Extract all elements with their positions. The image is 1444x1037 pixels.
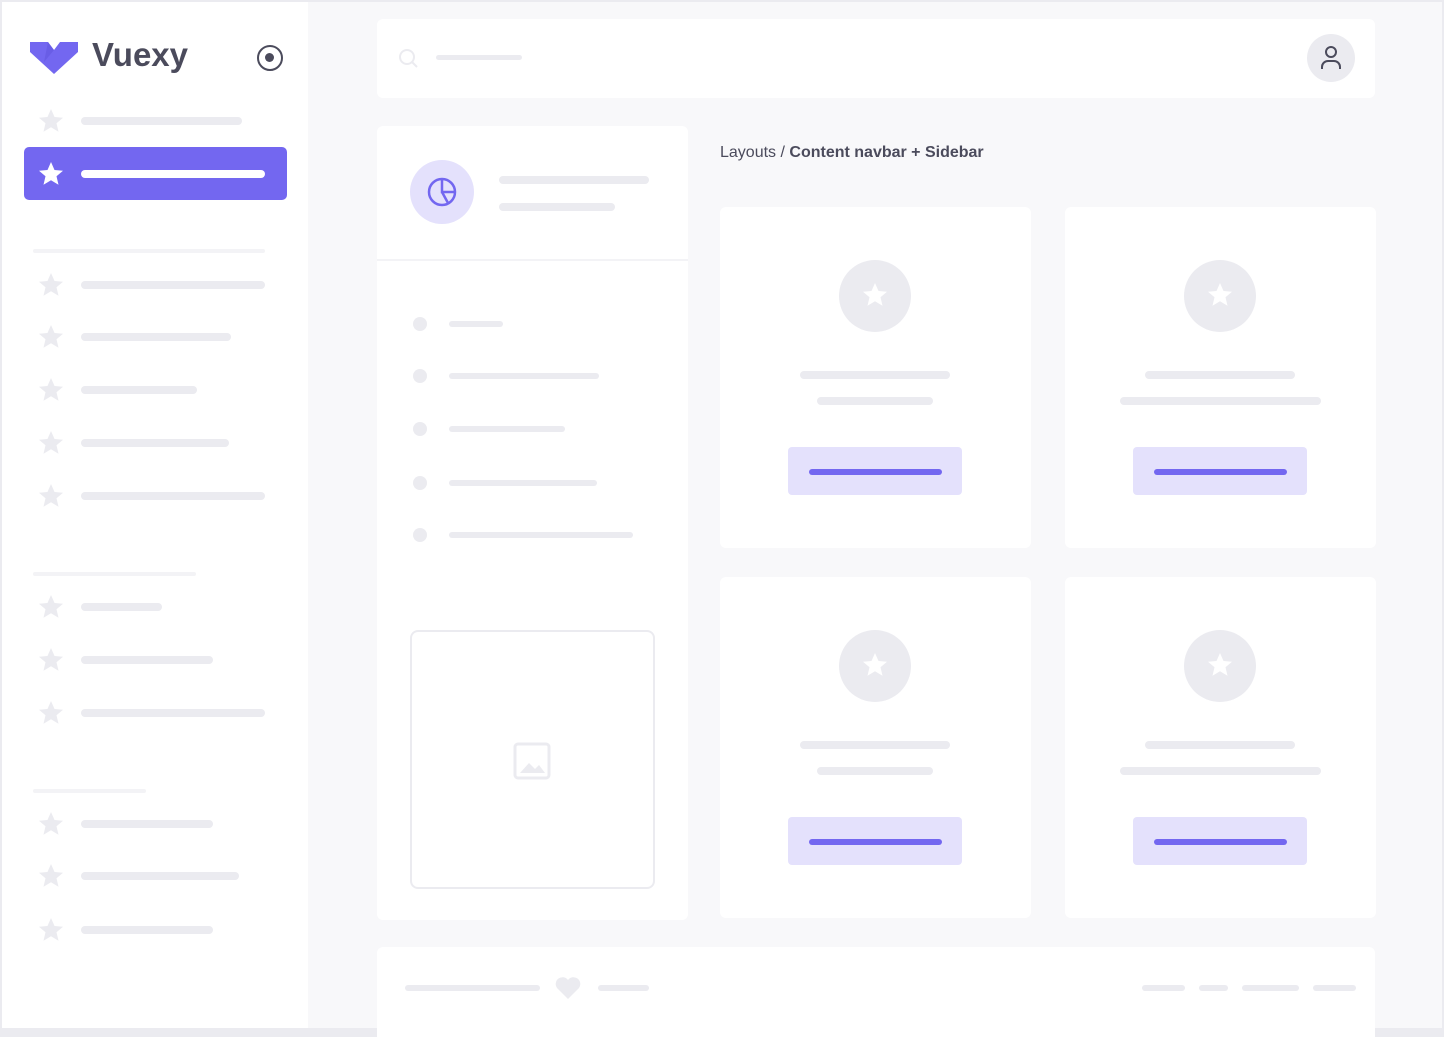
star-icon bbox=[39, 109, 63, 132]
sidebar-item-label-skeleton bbox=[81, 709, 265, 717]
star-icon bbox=[1208, 653, 1232, 676]
image-icon bbox=[513, 742, 551, 780]
footer bbox=[377, 947, 1375, 1037]
card-action-button[interactable] bbox=[1133, 817, 1307, 865]
star-icon bbox=[1208, 283, 1232, 306]
sidebar-section-divider bbox=[33, 789, 146, 793]
vuexy-logo-icon bbox=[30, 42, 78, 74]
sidebar-section-divider bbox=[33, 572, 196, 576]
star-icon bbox=[863, 653, 887, 676]
sidebar-item-label-skeleton bbox=[81, 386, 197, 394]
star-icon bbox=[39, 378, 63, 401]
card-title-skeleton bbox=[1145, 371, 1295, 379]
image-placeholder bbox=[410, 630, 655, 889]
content-card bbox=[1065, 207, 1376, 548]
star-icon bbox=[39, 648, 63, 671]
search-input[interactable] bbox=[436, 55, 522, 60]
content-sidebar-panel bbox=[377, 126, 688, 920]
breadcrumb: Layouts / Content navbar + Sidebar bbox=[720, 144, 984, 162]
star-icon bbox=[39, 273, 63, 296]
panel-subtitle-skeleton bbox=[499, 203, 615, 211]
star-icon bbox=[39, 595, 63, 618]
sidebar: Vuexy bbox=[2, 2, 308, 1028]
star-icon bbox=[39, 918, 63, 941]
user-avatar[interactable] bbox=[1307, 34, 1355, 82]
brand-name: Vuexy bbox=[92, 36, 189, 73]
search-icon[interactable] bbox=[399, 49, 419, 69]
card-text-skeleton bbox=[817, 397, 933, 405]
sidebar-item-label-skeleton bbox=[81, 492, 265, 500]
sidebar-item-label-skeleton bbox=[81, 439, 229, 447]
content-card bbox=[720, 577, 1031, 918]
star-icon bbox=[39, 431, 63, 454]
star-icon bbox=[39, 325, 63, 348]
card-action-button[interactable] bbox=[788, 817, 962, 865]
list-item-skeleton bbox=[449, 426, 565, 432]
bullet-icon bbox=[413, 422, 427, 436]
bullet-icon bbox=[413, 476, 427, 490]
footer-text-skeleton bbox=[598, 985, 649, 991]
breadcrumb-current: Content navbar + Sidebar bbox=[789, 144, 984, 161]
user-icon bbox=[1321, 46, 1341, 69]
navbar bbox=[377, 19, 1375, 98]
star-icon bbox=[39, 701, 63, 724]
breadcrumb-parent[interactable]: Layouts bbox=[720, 144, 777, 161]
star-icon bbox=[39, 812, 63, 835]
card-icon-bg bbox=[1184, 630, 1256, 702]
card-text-skeleton bbox=[817, 767, 933, 775]
sidebar-item-label-skeleton bbox=[81, 170, 265, 178]
card-title-skeleton bbox=[800, 741, 950, 749]
card-icon-bg bbox=[1184, 260, 1256, 332]
breadcrumb-separator: / bbox=[776, 144, 790, 161]
footer-link[interactable] bbox=[1242, 985, 1299, 991]
divider bbox=[377, 259, 688, 261]
card-title-skeleton bbox=[1145, 741, 1295, 749]
sidebar-item-label-skeleton bbox=[81, 926, 213, 934]
list-item-skeleton bbox=[449, 321, 503, 327]
bullet-icon bbox=[413, 317, 427, 331]
footer-link[interactable] bbox=[1142, 985, 1185, 991]
list-item-skeleton bbox=[449, 480, 597, 486]
sidebar-item-label-skeleton bbox=[81, 117, 242, 125]
star-icon bbox=[39, 162, 63, 185]
brand-logo[interactable] bbox=[30, 40, 78, 81]
panel-title-skeleton bbox=[499, 176, 649, 184]
content-card bbox=[1065, 577, 1376, 918]
radio-circle-icon bbox=[265, 53, 274, 62]
button-label-skeleton bbox=[809, 469, 942, 475]
card-action-button[interactable] bbox=[788, 447, 962, 495]
footer-link[interactable] bbox=[1313, 985, 1356, 991]
content-card bbox=[720, 207, 1031, 548]
star-icon bbox=[39, 484, 63, 507]
card-text-skeleton bbox=[1120, 397, 1321, 405]
footer-link[interactable] bbox=[1199, 985, 1228, 991]
button-label-skeleton bbox=[1154, 839, 1287, 845]
star-icon bbox=[39, 864, 63, 887]
bullet-icon bbox=[413, 369, 427, 383]
sidebar-item-label-skeleton bbox=[81, 281, 265, 289]
card-icon-bg bbox=[839, 260, 911, 332]
sidebar-item-label-skeleton bbox=[81, 656, 213, 664]
sidebar-item-label-skeleton bbox=[81, 820, 213, 828]
bullet-icon bbox=[413, 528, 427, 542]
card-action-button[interactable] bbox=[1133, 447, 1307, 495]
heart-icon bbox=[555, 977, 581, 999]
sidebar-section-divider bbox=[33, 249, 265, 253]
card-icon-bg bbox=[839, 630, 911, 702]
pie-chart-icon bbox=[427, 177, 457, 207]
star-icon bbox=[863, 283, 887, 306]
footer-text-skeleton bbox=[405, 985, 540, 991]
sidebar-toggle-button[interactable] bbox=[257, 45, 283, 71]
sidebar-item-label-skeleton bbox=[81, 603, 162, 611]
list-item-skeleton bbox=[449, 532, 633, 538]
sidebar-item-label-skeleton bbox=[81, 872, 239, 880]
card-text-skeleton bbox=[1120, 767, 1321, 775]
card-title-skeleton bbox=[800, 371, 950, 379]
button-label-skeleton bbox=[809, 839, 942, 845]
list-item-skeleton bbox=[449, 373, 599, 379]
sidebar-item-label-skeleton bbox=[81, 333, 231, 341]
button-label-skeleton bbox=[1154, 469, 1287, 475]
panel-header-icon-bg bbox=[410, 160, 474, 224]
